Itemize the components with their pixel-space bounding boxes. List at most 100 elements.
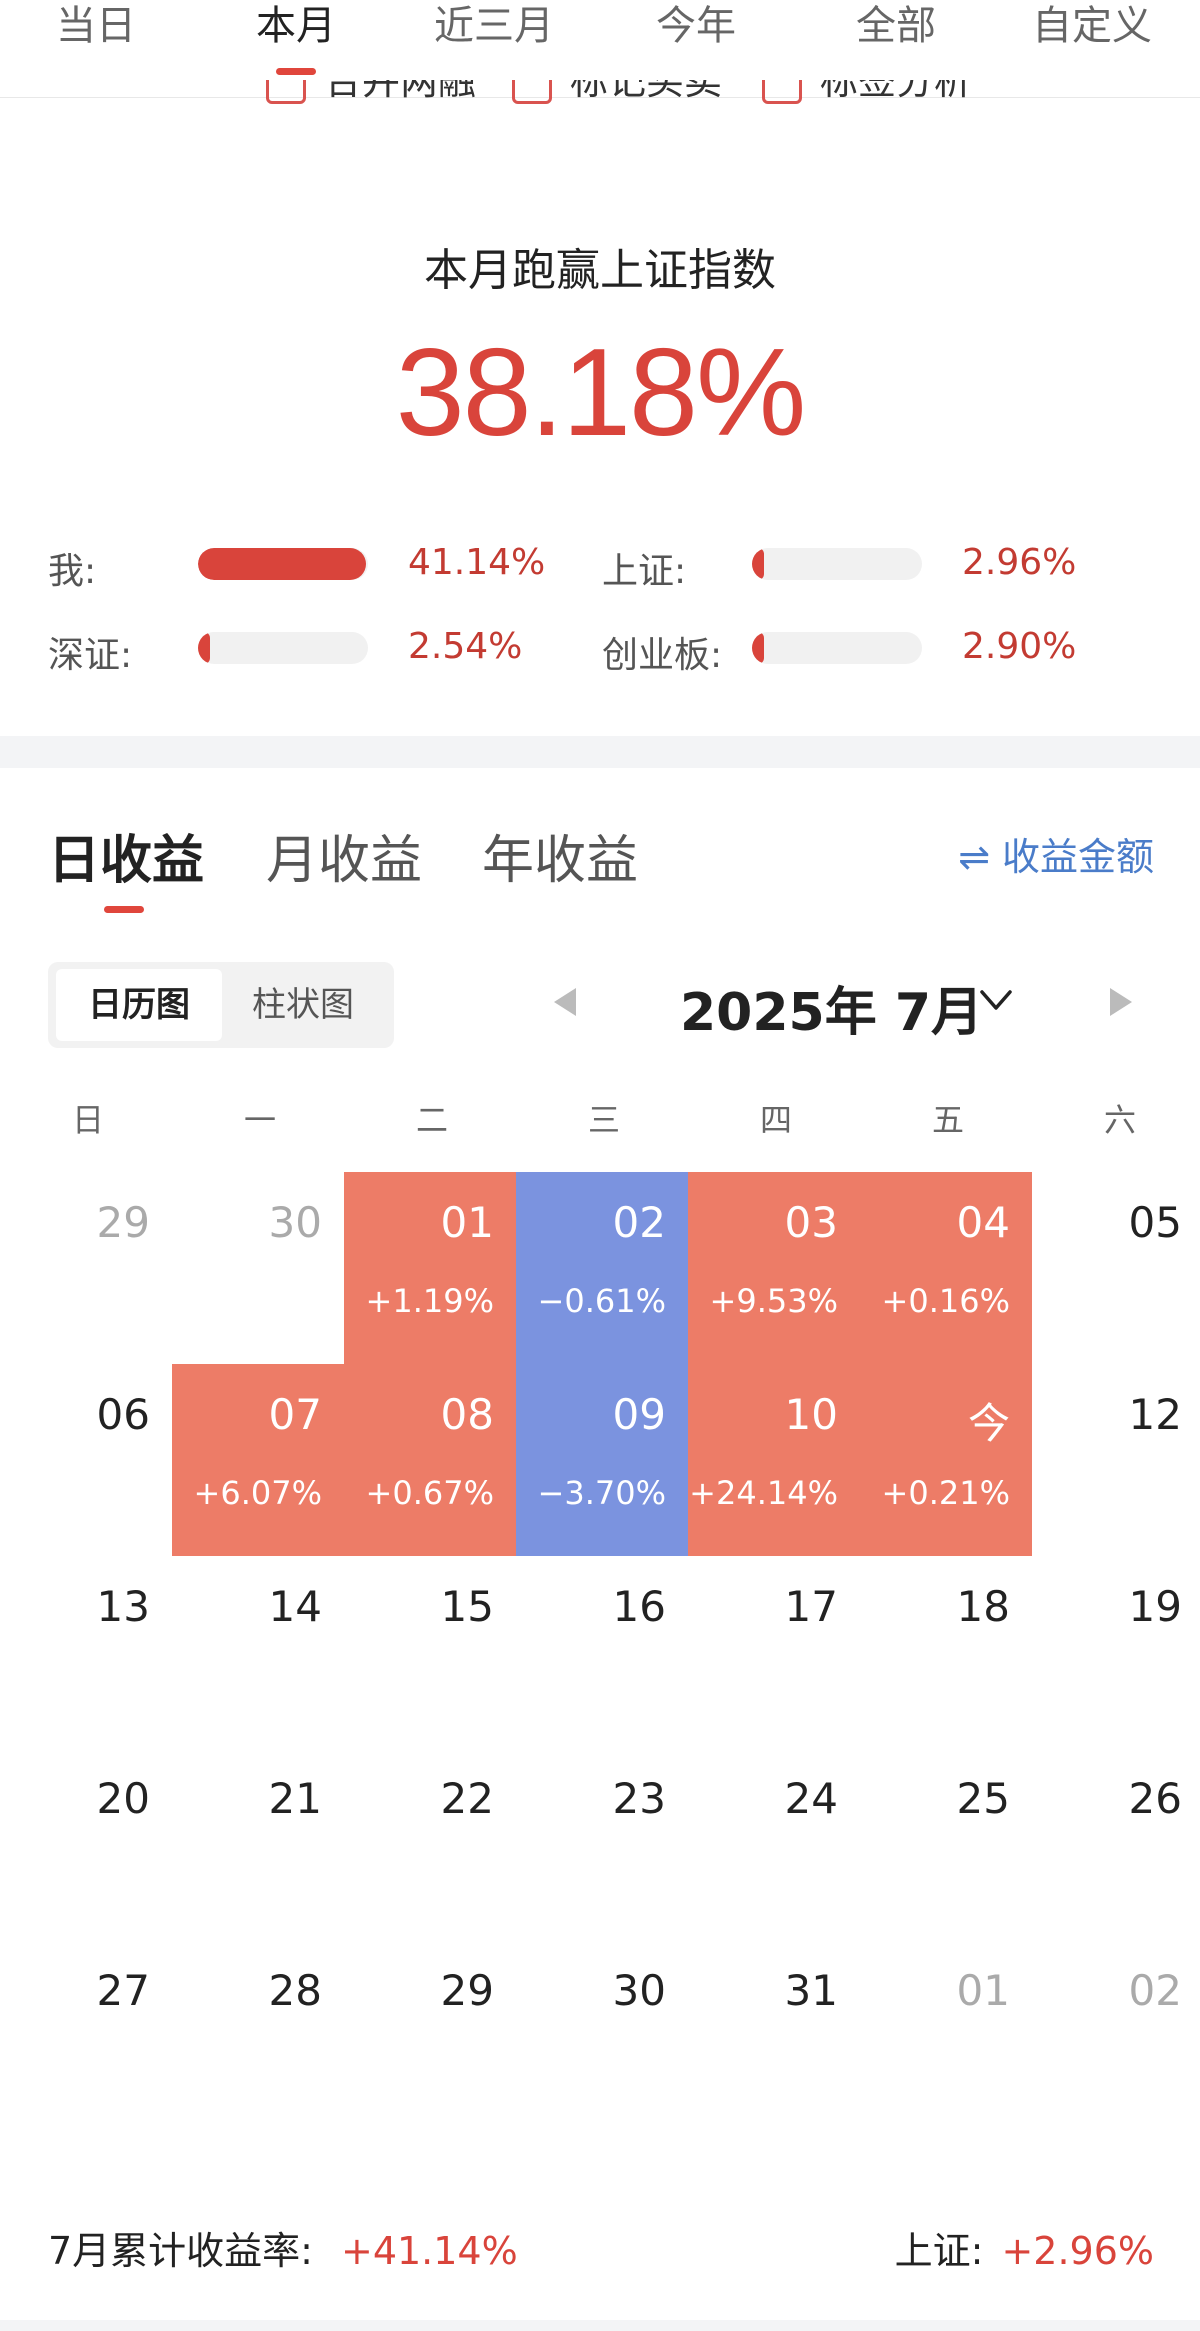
day-number: 13 <box>96 1582 150 1631</box>
returns-amount-toggle[interactable]: ⇌ 收益金额 <box>958 835 1154 879</box>
calendar-day[interactable]: 19 <box>1032 1556 1200 1748</box>
calendar-day[interactable]: 22 <box>344 1748 516 1940</box>
month-selector[interactable]: 2025年 7月 <box>680 983 984 1043</box>
calendar-day-with-return[interactable]: 09 −3.70% <box>516 1364 688 1556</box>
active-tab-indicator <box>104 906 144 913</box>
calendar-day[interactable]: 06 <box>0 1364 172 1556</box>
calendar-day-with-return[interactable]: 02 −0.61% <box>516 1172 688 1364</box>
day-number: 24 <box>784 1774 838 1823</box>
tab-daily-returns[interactable]: 日收益 <box>48 831 205 891</box>
calendar-day-with-return[interactable]: 今 +0.21% <box>860 1364 1032 1556</box>
chevron-down-icon[interactable] <box>978 982 1014 1018</box>
comparison-percent: 41.14% <box>408 542 546 583</box>
tab-yearly-returns[interactable]: 年收益 <box>482 831 639 891</box>
calendar-day-with-return[interactable]: 08 +0.67% <box>344 1364 516 1556</box>
calendar-day[interactable]: 26 <box>1032 1748 1200 1940</box>
day-number: 04 <box>956 1198 1010 1247</box>
next-month-icon[interactable] <box>1110 988 1132 1016</box>
calendar-day[interactable]: 17 <box>688 1556 860 1748</box>
calendar-day[interactable]: 15 <box>344 1556 516 1748</box>
checkbox-box <box>762 80 802 104</box>
mark-trades-checkbox[interactable]: 标记买卖 <box>512 80 722 126</box>
calendar-day[interactable]: 31 <box>688 1940 860 2132</box>
day-number: 26 <box>1128 1774 1182 1823</box>
merge-margin-checkbox[interactable]: 合并两融 <box>266 80 476 126</box>
summary-index-value: +2.96% <box>1001 2229 1154 2273</box>
tab-label: 当日 <box>56 3 136 49</box>
calendar-day-with-return[interactable]: 03 +9.53% <box>688 1172 860 1364</box>
calendar-day[interactable]: 05 <box>1032 1172 1200 1364</box>
day-number: 30 <box>268 1198 322 1247</box>
comparison-percent: 2.96% <box>962 542 1077 583</box>
day-number: 22 <box>440 1774 494 1823</box>
tag-analysis-checkbox[interactable]: 标签分析 <box>762 80 972 126</box>
calendar-day[interactable]: 12 <box>1032 1364 1200 1556</box>
calendar-day[interactable]: 18 <box>860 1556 1032 1748</box>
day-number: 今 <box>967 1399 1010 1448</box>
tab-this-month[interactable]: 本月 <box>256 0 336 75</box>
calendar-day-with-return[interactable]: 04 +0.16% <box>860 1172 1032 1364</box>
calendar-view-button[interactable]: 日历图 <box>56 969 222 1041</box>
comparison-bar-track <box>198 632 368 664</box>
comparison-name: 上证: <box>602 551 687 592</box>
weekday-label: 一 <box>244 1101 277 1139</box>
calendar-day[interactable]: 29 <box>344 1940 516 2132</box>
tab-custom[interactable]: 自定义 <box>1032 0 1152 60</box>
checkbox-label: 标记买卖 <box>570 80 723 103</box>
weekday-label: 二 <box>416 1101 449 1139</box>
tab-monthly-returns[interactable]: 月收益 <box>266 831 423 891</box>
calendar-day-with-return[interactable]: 01 +1.19% <box>344 1172 516 1364</box>
calendar-day[interactable]: 27 <box>0 1940 172 2132</box>
calendar-day[interactable]: 02 <box>1032 1940 1200 2132</box>
summary-index-label: 上证: <box>894 2229 984 2273</box>
calendar-day[interactable]: 16 <box>516 1556 688 1748</box>
day-number: 19 <box>1128 1582 1182 1631</box>
tab-label: 自定义 <box>1032 3 1152 49</box>
calendar-day[interactable]: 21 <box>172 1748 344 1940</box>
calendar-day[interactable]: 29 <box>0 1172 172 1364</box>
day-number: 16 <box>612 1582 666 1631</box>
day-number: 08 <box>440 1390 494 1439</box>
day-number: 23 <box>612 1774 666 1823</box>
calendar-day-with-return[interactable]: 07 +6.07% <box>172 1364 344 1556</box>
comparison-bar-track <box>198 548 368 580</box>
calendar-day[interactable]: 01 <box>860 1940 1032 2132</box>
beat-index-value: 38.18% <box>395 324 807 462</box>
day-number: 21 <box>268 1774 322 1823</box>
calendar-day[interactable]: 28 <box>172 1940 344 2132</box>
tab-today[interactable]: 当日 <box>56 0 136 60</box>
calendar-day[interactable]: 30 <box>172 1172 344 1364</box>
tab-all[interactable]: 全部 <box>856 0 936 60</box>
weekday-label: 五 <box>932 1101 965 1139</box>
day-number: 27 <box>96 1966 150 2015</box>
comparison-bar-fill <box>752 548 764 580</box>
day-return: −3.70% <box>537 1474 666 1512</box>
calendar-day[interactable]: 20 <box>0 1748 172 1940</box>
comparison-bar-fill <box>198 548 366 580</box>
calendar-day[interactable]: 25 <box>860 1748 1032 1940</box>
day-number: 03 <box>784 1198 838 1247</box>
comparison-mine: 我: 41.14% <box>48 538 548 592</box>
day-number: 20 <box>96 1774 150 1823</box>
calendar-day[interactable]: 30 <box>516 1940 688 2132</box>
tab-last-three-months[interactable]: 近三月 <box>434 0 554 60</box>
calendar-day[interactable]: 23 <box>516 1748 688 1940</box>
checkbox-label: 标签分析 <box>820 80 973 103</box>
period-tab-bar: 当日 本月 近三月 今年 全部 自定义 <box>0 0 1200 98</box>
day-number: 30 <box>612 1966 666 2015</box>
day-return: +0.16% <box>881 1282 1010 1320</box>
day-number: 02 <box>612 1198 666 1247</box>
comparison-name: 深证: <box>48 635 133 676</box>
monthly-cumulative-return: 7月累计收益率: +41.14% <box>48 2220 518 2275</box>
day-number: 01 <box>956 1966 1010 2015</box>
bar-view-button[interactable]: 柱状图 <box>252 985 354 1025</box>
previous-month-icon[interactable] <box>554 988 576 1016</box>
day-number: 28 <box>268 1966 322 2015</box>
calendar-day[interactable]: 13 <box>0 1556 172 1748</box>
calendar-day[interactable]: 14 <box>172 1556 344 1748</box>
calendar-day-with-return[interactable]: 10 +24.14% <box>688 1364 860 1556</box>
tab-this-year[interactable]: 今年 <box>656 0 736 60</box>
calendar-day[interactable]: 24 <box>688 1748 860 1940</box>
day-return: +1.19% <box>365 1282 494 1320</box>
checkbox-box <box>512 80 552 104</box>
